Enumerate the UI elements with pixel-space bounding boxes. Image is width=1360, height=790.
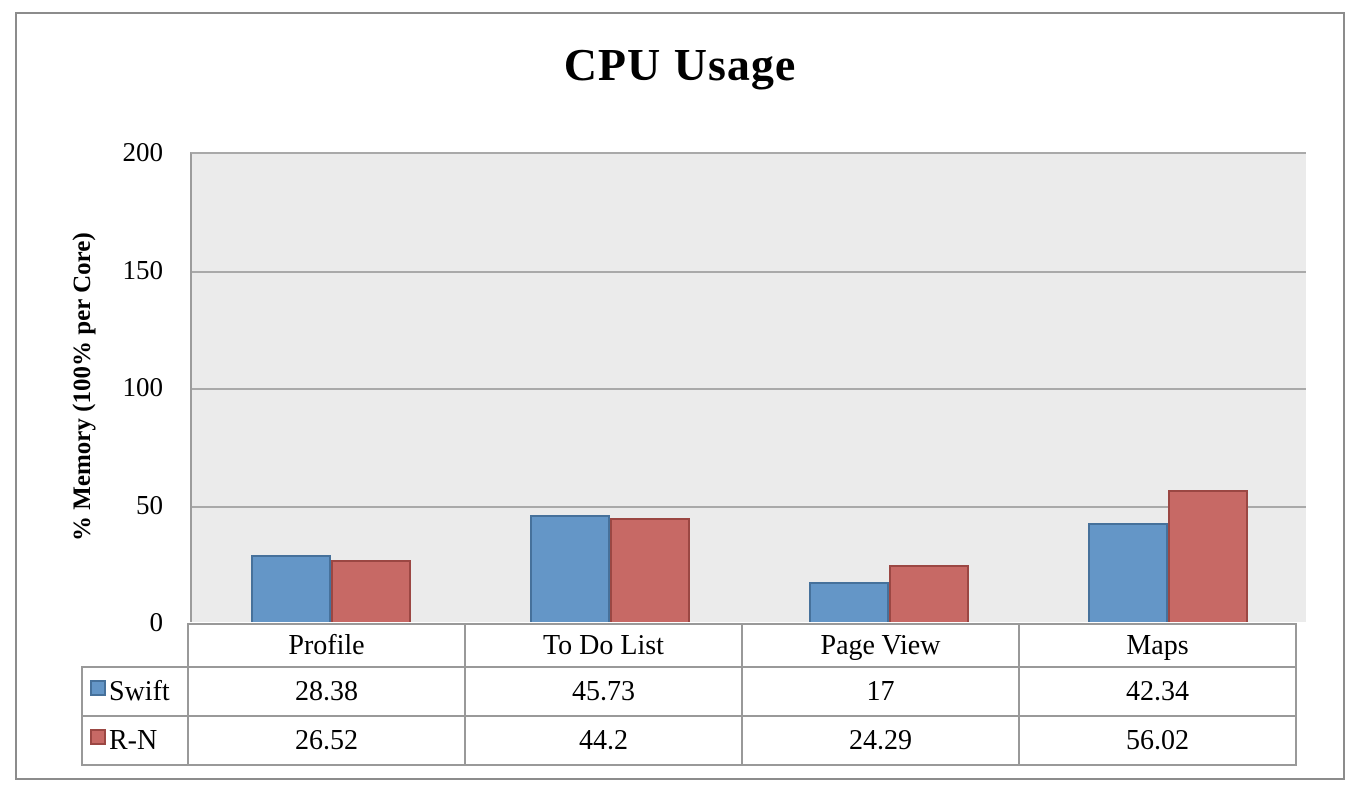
value-cell-swift-profile: 28.38	[187, 666, 466, 717]
value-cell-swift-page-view: 17	[741, 666, 1020, 717]
gridline-150	[192, 270, 1306, 273]
bar-swift-maps	[1088, 523, 1168, 622]
table-row-r-n: R-N 26.52 44.2 24.29 56.02	[81, 715, 1297, 766]
value-cell-r-n-profile: 26.52	[187, 715, 466, 766]
value-cell-r-n-to-do-list: 44.2	[464, 715, 743, 766]
category-header-to-do-list: To Do List	[464, 623, 743, 668]
plot-area	[190, 152, 1306, 622]
value-cell-swift-maps: 42.34	[1018, 666, 1297, 717]
legend-swatch-r-n	[90, 728, 106, 745]
bar-swift-profile	[251, 555, 331, 622]
bar-swift-to-do-list	[530, 515, 610, 622]
legend-label-swift: Swift	[109, 675, 170, 707]
y-tick-label-150: 150	[122, 254, 164, 285]
y-tick-label-0: 0	[149, 607, 164, 637]
legend-swatch-swift	[90, 679, 106, 696]
bar-r-n-profile	[331, 560, 411, 622]
data-table: Profile To Do List Page View Maps Swift 28.38…	[81, 623, 1297, 766]
chart-title: CPU Usage	[563, 39, 797, 90]
bar-r-n-to-do-list	[610, 518, 690, 622]
category-header-page-view: Page View	[741, 623, 1020, 668]
y-tick-label-200: 200	[122, 137, 164, 167]
bar-r-n-maps	[1168, 490, 1248, 622]
y-tick-label-100: 100	[122, 372, 164, 402]
value-cell-r-n-page-view: 24.29	[741, 715, 1020, 766]
bar-swift-page-view	[809, 582, 889, 622]
y-tick-label-50: 50	[136, 489, 163, 520]
legend-cell-swift: Swift	[81, 666, 189, 717]
bar-r-n-page-view	[889, 565, 969, 622]
category-header-row: Profile To Do List Page View Maps	[82, 623, 1297, 668]
gridline-100	[192, 388, 1306, 390]
category-header-maps: Maps	[1018, 623, 1297, 668]
legend-label-r-n: R-N	[109, 724, 158, 756]
gridline-50	[192, 505, 1306, 508]
value-cell-r-n-maps: 56.02	[1018, 715, 1297, 766]
category-header-profile: Profile	[187, 623, 466, 668]
value-cell-swift-to-do-list: 45.73	[464, 666, 743, 717]
table-corner-cell	[82, 624, 188, 667]
legend-cell-r-n: R-N	[81, 715, 189, 766]
table-row-swift: Swift 28.38 45.73 17 42.34	[81, 666, 1297, 717]
